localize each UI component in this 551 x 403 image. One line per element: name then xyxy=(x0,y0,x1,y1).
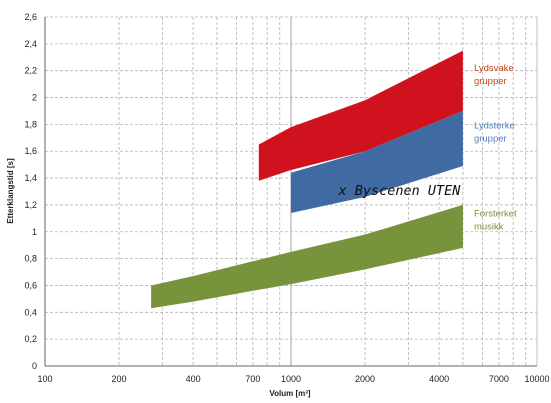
x-tick-label: 700 xyxy=(245,374,260,384)
x-tick-label: 10000 xyxy=(524,374,549,384)
series-label-line: musikk xyxy=(474,221,504,232)
x-tick-label: 7000 xyxy=(489,374,509,384)
series-label-1: Lydsterke grupper xyxy=(474,120,515,144)
x-tick-label: 4000 xyxy=(429,374,449,384)
annotations: x Byscenen UTEN xyxy=(338,183,462,199)
x-tick-label: 100 xyxy=(37,374,52,384)
y-tick-label: 0,6 xyxy=(24,280,37,290)
series-band-1 xyxy=(291,111,463,213)
x-tick-label: 1000 xyxy=(281,374,301,384)
series-label-line: grupper xyxy=(474,133,507,144)
series-label-line: Lydsvake xyxy=(474,63,514,74)
series-label-line: Lydsterke xyxy=(474,120,515,131)
y-tick-label: 2 xyxy=(32,93,37,103)
x-axis-label: Volum [m³] xyxy=(269,389,311,398)
y-tick-label: 1,4 xyxy=(24,173,37,183)
y-tick-labels: 0 0,2 0,4 0,6 0,8 1 1,2 1,4 1,6 1,8 2 2,2 2,4 2,6 xyxy=(24,12,37,371)
y-tick-label: 2,2 xyxy=(24,66,37,76)
y-tick-label: 1,6 xyxy=(24,146,37,156)
series-label-2: Forsterket musikk xyxy=(474,208,517,232)
y-tick-label: 2,6 xyxy=(24,12,37,22)
series-label-line: Forsterket xyxy=(474,208,517,219)
x-tick-label: 2000 xyxy=(355,374,375,384)
series-bands xyxy=(151,50,463,309)
y-axis-label: Etterklangstid [s] xyxy=(6,158,15,224)
series-band-0 xyxy=(258,50,463,181)
y-tick-label: 1 xyxy=(32,227,37,237)
series-label-line: grupper xyxy=(474,76,507,87)
series-label-0: Lydsvake grupper xyxy=(474,63,514,87)
y-tick-label: 2,4 xyxy=(24,39,37,49)
y-tick-label: 0 xyxy=(32,361,37,371)
series-labels: Lydsvake grupper Lydsterke grupper Forsterke… xyxy=(474,63,517,233)
y-tick-label: 0,2 xyxy=(24,334,37,344)
y-tick-label: 0,8 xyxy=(24,254,37,264)
x-tick-label: 200 xyxy=(112,374,127,384)
y-tick-label: 1,8 xyxy=(24,119,37,129)
x-tick-label: 400 xyxy=(186,374,201,384)
x-tick-labels: 100 200 400 700 1000 2000 4000 7000 10000 xyxy=(37,374,549,384)
y-tick-label: 0,4 xyxy=(24,307,37,317)
series-band-2 xyxy=(151,204,463,309)
y-tick-label: 1,2 xyxy=(24,200,37,210)
annotation-text: x Byscenen UTEN xyxy=(338,183,462,199)
